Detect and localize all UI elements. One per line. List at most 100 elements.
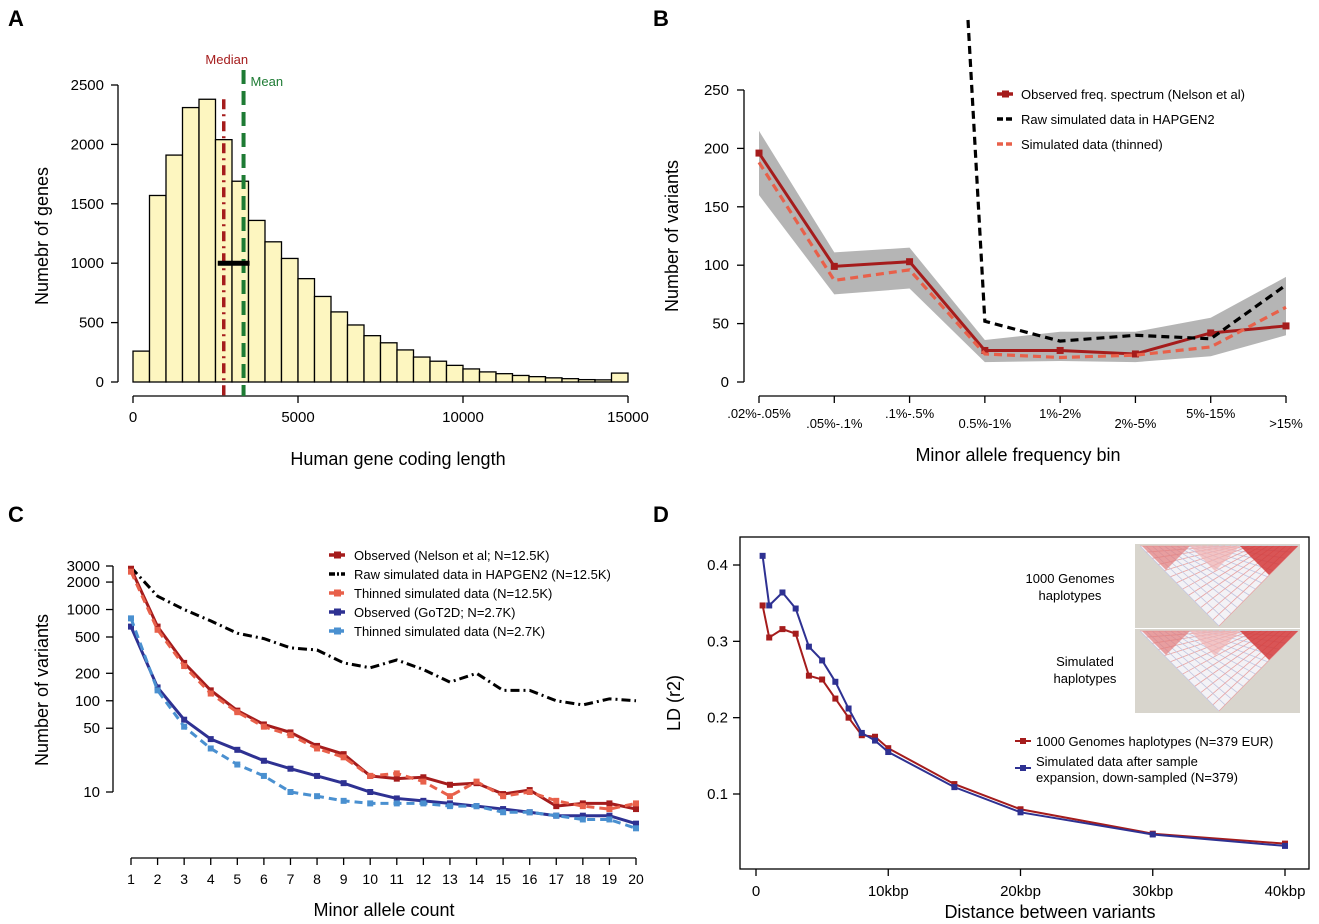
panel-letter-a: A xyxy=(8,6,24,31)
inset-ld-block xyxy=(1190,631,1240,656)
inset-grid xyxy=(1170,630,1250,681)
series-marker xyxy=(234,709,241,716)
y-tick-label: 500 xyxy=(79,315,104,332)
x-tick-label: 10000 xyxy=(442,409,484,426)
y-tick-label: 200 xyxy=(704,140,729,157)
series-marker xyxy=(234,761,241,768)
series-marker xyxy=(606,800,613,807)
y-tick-label: 0 xyxy=(96,374,104,391)
y-tick-label: 2000 xyxy=(67,574,100,591)
y-tick-label: 0.3 xyxy=(707,633,728,650)
inset-grid xyxy=(1218,545,1299,627)
panel-c-chart xyxy=(106,551,639,865)
x-tick-label: 2%-5% xyxy=(1114,416,1156,431)
y-tick-label: 1000 xyxy=(67,602,100,619)
series-marker xyxy=(340,754,347,761)
histogram-bar xyxy=(297,277,316,383)
series-marker xyxy=(553,803,560,810)
histogram-bar xyxy=(544,377,563,383)
series-marker xyxy=(287,789,294,795)
x-tick-label: .05%-.1% xyxy=(806,416,863,431)
series-marker xyxy=(393,795,400,802)
y-axis-title: LD (r2) xyxy=(664,675,684,731)
histogram-bar xyxy=(247,219,266,383)
y-tick-label: 50 xyxy=(83,720,100,737)
y-tick-label: 1000 xyxy=(71,255,104,272)
y-tick-label: 3000 xyxy=(67,558,100,575)
series-marker xyxy=(1131,350,1139,358)
y-tick-label: 100 xyxy=(704,257,729,274)
series-marker xyxy=(759,602,766,609)
series-marker xyxy=(181,659,188,666)
series-marker xyxy=(858,729,865,736)
x-tick-label: 20kbp xyxy=(1000,883,1041,900)
legend-marker xyxy=(1020,738,1026,744)
confidence-band xyxy=(759,130,1286,363)
series-marker xyxy=(872,737,879,744)
series-marker xyxy=(779,626,786,633)
panel-b-chart xyxy=(737,19,1290,403)
x-tick-label: 2 xyxy=(154,871,162,887)
series-marker xyxy=(819,676,826,683)
series-marker xyxy=(779,589,786,596)
histogram-bar xyxy=(313,295,332,383)
y-axis-title: Numebr of genes xyxy=(32,167,52,305)
histogram-bar xyxy=(198,98,217,383)
series-marker xyxy=(314,793,321,800)
x-tick-label: 3 xyxy=(180,871,188,887)
y-tick-label: 10 xyxy=(83,784,100,801)
histogram-bar xyxy=(511,374,530,383)
series-marker xyxy=(792,630,799,637)
series-marker xyxy=(207,690,214,697)
inset-label-1000-genomes: 1000 Genomes haplotypes xyxy=(1026,571,1115,603)
x-tick-label: 5 xyxy=(233,871,241,887)
inset-heatmap-simulated xyxy=(1135,629,1300,713)
series-marker xyxy=(367,789,374,795)
legend-label: Simulated data after sample expansion, do… xyxy=(1036,754,1238,785)
series-marker xyxy=(1056,346,1064,354)
y-tick-label: 150 xyxy=(704,199,729,216)
x-tick-label: .1%-.5% xyxy=(885,406,935,421)
legend-marker xyxy=(334,627,341,635)
series-marker xyxy=(420,774,427,781)
series-marker xyxy=(830,262,838,270)
y-tick-label: 2500 xyxy=(71,77,104,94)
series-line xyxy=(757,161,1287,360)
series-marker xyxy=(553,797,560,804)
x-tick-label: 19 xyxy=(602,871,618,887)
series-marker xyxy=(154,626,161,633)
histogram-bar xyxy=(495,373,514,383)
x-tick-label: 20 xyxy=(628,871,644,887)
x-tick-label: 30kbp xyxy=(1132,883,1173,900)
x-tick-label: 18 xyxy=(575,871,591,887)
x-axis-title: Human gene coding length xyxy=(290,449,505,469)
histogram-bar xyxy=(346,324,365,383)
series-marker xyxy=(473,778,480,785)
series-line xyxy=(129,571,637,811)
inset-high-ld-block xyxy=(1240,546,1298,575)
inset-high-ld-block xyxy=(1142,546,1190,570)
histogram-bar xyxy=(412,356,431,383)
series-marker xyxy=(314,745,321,752)
y-tick-label: 2000 xyxy=(71,136,104,153)
x-tick-label: 4 xyxy=(207,871,215,887)
histogram-bar xyxy=(280,257,299,383)
series-marker xyxy=(393,775,400,782)
series-marker xyxy=(805,672,812,679)
x-tick-label: 8 xyxy=(313,871,321,887)
histogram-bar xyxy=(577,378,596,383)
series-marker xyxy=(606,816,613,823)
series-marker xyxy=(872,733,879,740)
series-marker xyxy=(287,732,294,739)
x-tick-label: 9 xyxy=(340,871,348,887)
inset-high-ld-block xyxy=(1142,631,1190,655)
panel-letter-c: C xyxy=(8,502,24,527)
legend-label: Thinned simulated data (N=12.5K) xyxy=(354,586,552,601)
series-line xyxy=(129,617,637,830)
series-marker xyxy=(526,809,533,816)
y-tick-label: 0 xyxy=(721,374,729,391)
histogram-bar xyxy=(181,106,200,383)
x-tick-label: 14 xyxy=(469,871,485,887)
legend-marker xyxy=(334,551,341,559)
legend-label: Observed freq. spectrum (Nelson et al) xyxy=(1021,87,1245,102)
